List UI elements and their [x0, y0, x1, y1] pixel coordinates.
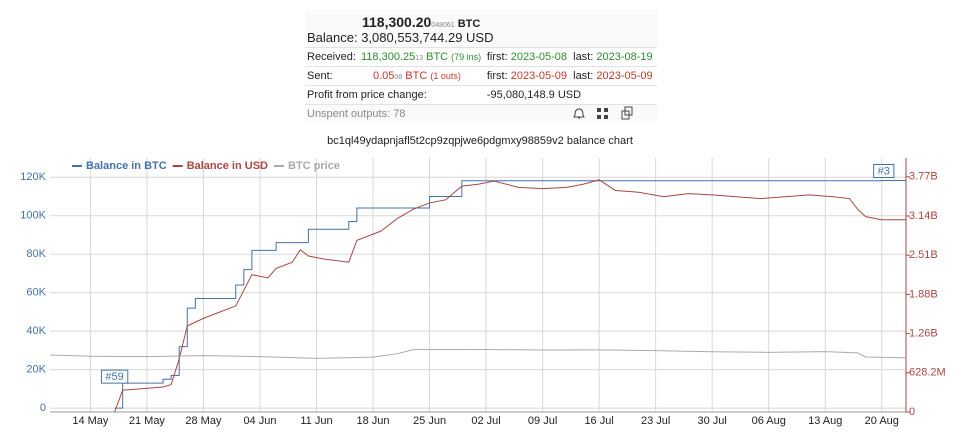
row-label: Sent:	[305, 66, 359, 86]
first-date: 2023-05-08	[510, 51, 567, 63]
count: (1 outs)	[430, 71, 461, 81]
x-tick-label: 20 Aug	[865, 415, 899, 427]
x-tick-label: 18 Jun	[357, 415, 390, 427]
amount-unit: BTC	[457, 18, 481, 30]
x-tick-label: 23 Jul	[641, 415, 670, 427]
sent-row: Sent: 0.0508 BTC (1 outs) first: 2023-05…	[305, 66, 657, 86]
y2-tick-label: 1.88B	[909, 288, 938, 300]
profit-value: -95,080,148.9 USD	[484, 85, 657, 105]
unit: BTC	[405, 70, 428, 82]
balance-box: 118,300.20048061 BTC Balance: 3,080,553,…	[305, 10, 657, 47]
legend-label: Balance in USD	[187, 160, 268, 172]
amount-small: 048061	[431, 22, 455, 29]
last-label: last:	[573, 51, 594, 63]
qr-icon[interactable]	[597, 107, 608, 119]
annotation: #3	[873, 164, 895, 179]
x-tick-label: 21 May	[129, 415, 166, 427]
last-date: 2023-05-09	[596, 70, 653, 82]
first-label: first:	[486, 70, 508, 82]
chart-title: bc1ql49ydapnjafl5t2cp9zqpjwe6pdgmxy98859…	[327, 135, 633, 147]
unspent-row: Unspent outputs: 78	[305, 104, 657, 123]
series-line	[49, 348, 907, 359]
y2-tick-label: 3.14B	[909, 210, 938, 222]
last-date: 2023-08-19	[596, 51, 653, 63]
address-panel: 118,300.20048061 BTC Balance: 3,080,553,…	[305, 10, 657, 123]
balance-label: Balance:	[307, 30, 358, 45]
count: (79 ins)	[451, 52, 482, 62]
y-tick-label: 20K	[26, 364, 46, 376]
x-tick-label: 14 May	[72, 415, 109, 427]
amount: 118,300.25	[361, 51, 416, 63]
y2-tick-label: 1.26B	[909, 327, 938, 339]
y2-tick-label: 2.51B	[909, 249, 938, 261]
x-tick-label: 11 Jun	[300, 415, 332, 427]
unit: BTC	[426, 51, 449, 63]
y-tick-label: 120K	[20, 171, 46, 183]
unspent-value: 78	[393, 108, 406, 120]
x-tick-label: 06 Aug	[752, 415, 786, 427]
x-tick-label: 16 Jul	[584, 415, 613, 427]
unspent-label: Unspent outputs:	[307, 108, 391, 120]
x-tick-label: 04 Jun	[243, 415, 276, 427]
annotation-box	[100, 369, 129, 384]
copy-icon[interactable]	[621, 106, 633, 119]
bell-icon[interactable]	[573, 108, 585, 118]
x-tick-label: 09 Jul	[528, 415, 557, 427]
annotation-box	[873, 164, 895, 179]
amount-small: 13	[415, 55, 424, 62]
legend-label: Balance in BTC	[86, 160, 167, 172]
series-line	[114, 179, 906, 413]
annotation-label: #59	[105, 371, 123, 383]
annotation: #59	[100, 369, 129, 384]
row-label: Received:	[305, 47, 359, 67]
profit-row: Profit from price change: -95,080,148.9 …	[305, 85, 657, 105]
y2-tick-label: 0	[909, 406, 915, 418]
legend-label: BTC price	[288, 160, 340, 172]
amount-small: 08	[394, 74, 403, 81]
first-label: first:	[486, 51, 508, 63]
last-label: last:	[573, 70, 594, 82]
received-row: Received: 118,300.2513 BTC (79 ins) firs…	[305, 47, 657, 67]
y2-tick-label: 3.77B	[909, 171, 938, 183]
y-tick-label: 40K	[26, 325, 46, 337]
amount: 0.05	[373, 70, 395, 82]
x-tick-label: 13 Aug	[808, 415, 842, 427]
y-tick-label: 0	[40, 402, 46, 414]
y-tick-label: 80K	[26, 248, 46, 260]
x-tick-label: 30 Jul	[698, 415, 727, 427]
annotation-label: #3	[878, 165, 890, 177]
x-tick-label: 25 Jun	[413, 415, 446, 427]
profit-label: Profit from price change:	[305, 85, 485, 105]
summary-table: Received: 118,300.2513 BTC (79 ins) firs…	[305, 47, 657, 123]
y2-tick-label: 628.2M	[909, 367, 946, 379]
balance-value: 3,080,553,744.29 USD	[361, 30, 494, 45]
y-tick-label: 60K	[26, 287, 46, 299]
x-tick-label: 02 Jul	[471, 415, 500, 427]
x-tick-label: 28 May	[185, 415, 222, 427]
y-tick-label: 100K	[20, 210, 46, 222]
amount-main: 118,300.20	[362, 14, 432, 30]
first-date: 2023-05-09	[510, 70, 567, 82]
action-icons	[573, 106, 633, 119]
series-line	[114, 180, 906, 409]
